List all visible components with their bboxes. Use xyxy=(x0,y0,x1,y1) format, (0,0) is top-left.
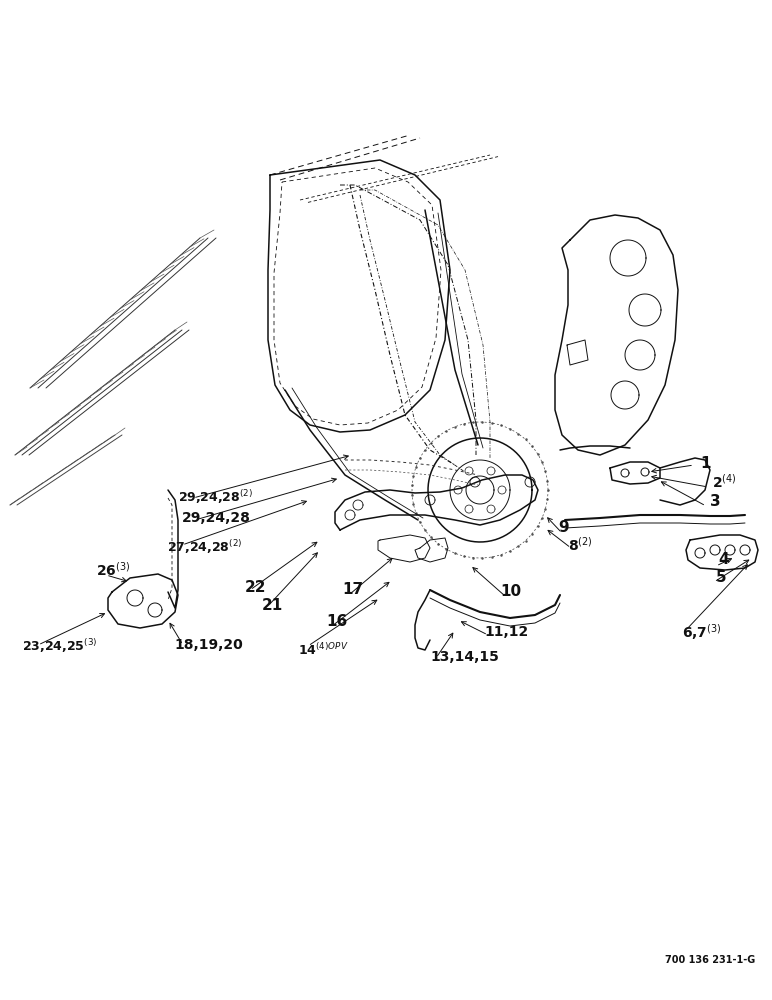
Text: 26$^{(3)}$: 26$^{(3)}$ xyxy=(96,561,130,579)
Text: 10: 10 xyxy=(500,584,521,599)
Text: 16: 16 xyxy=(326,614,347,630)
Text: 14$^{(4)OPV}$: 14$^{(4)OPV}$ xyxy=(298,642,349,658)
Text: 1: 1 xyxy=(700,456,710,471)
Text: 2$^{(4)}$: 2$^{(4)}$ xyxy=(712,473,736,491)
Text: 9: 9 xyxy=(558,520,569,536)
Text: 8$^{(2)}$: 8$^{(2)}$ xyxy=(568,536,593,554)
Text: 23,24,25$^{(3)}$: 23,24,25$^{(3)}$ xyxy=(22,637,97,655)
Text: 3: 3 xyxy=(710,494,720,510)
Text: 18,19,20: 18,19,20 xyxy=(174,638,242,652)
Text: 22: 22 xyxy=(245,580,266,594)
Text: 6,7$^{(3)}$: 6,7$^{(3)}$ xyxy=(682,622,722,642)
Text: 5: 5 xyxy=(716,570,726,584)
Text: 700 136 231-1-G: 700 136 231-1-G xyxy=(665,955,755,965)
Text: 29,24,28$^{(2)}$: 29,24,28$^{(2)}$ xyxy=(178,488,253,506)
Text: 29,24,28: 29,24,28 xyxy=(182,511,251,525)
Text: 27,24,28$^{(2)}$: 27,24,28$^{(2)}$ xyxy=(167,538,242,556)
Text: 4: 4 xyxy=(718,552,729,568)
Text: 11,12: 11,12 xyxy=(484,625,528,639)
Text: 17: 17 xyxy=(342,582,363,597)
Text: 13,14,15: 13,14,15 xyxy=(430,650,499,664)
Text: 21: 21 xyxy=(262,597,283,612)
